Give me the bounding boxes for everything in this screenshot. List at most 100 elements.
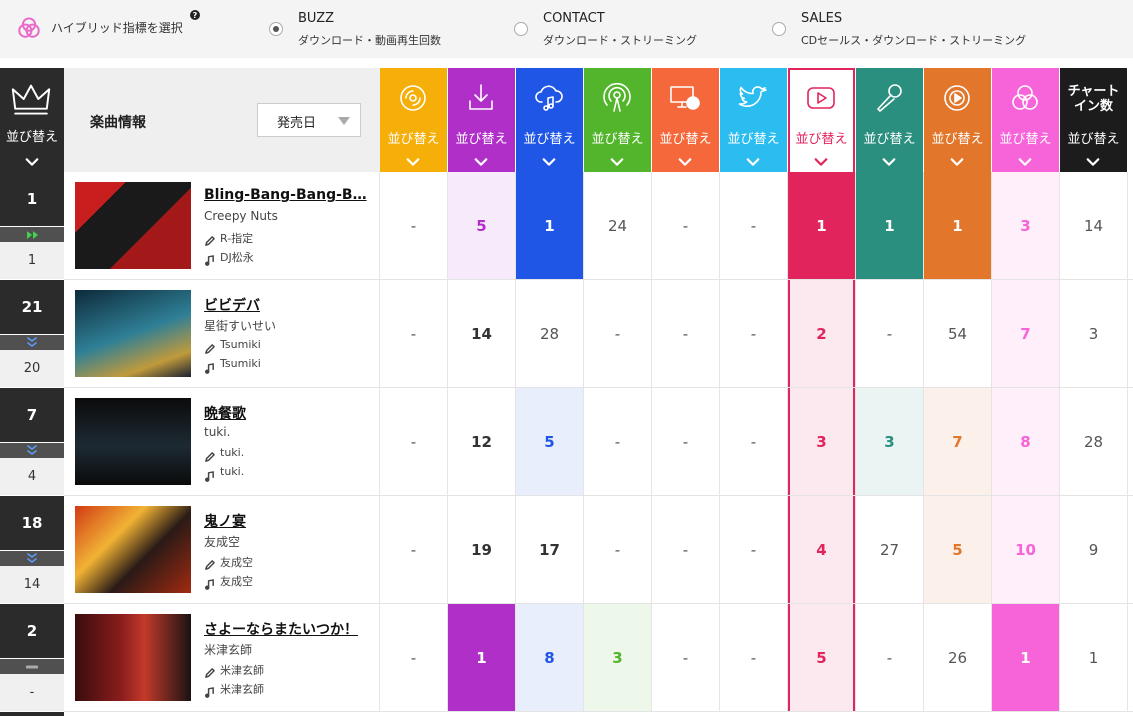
radio[interactable] [514,22,528,36]
song-title[interactable]: 鬼ノ宴 [204,514,246,530]
column-header[interactable]: 並び替え [856,68,923,172]
trend-bar [0,443,64,458]
column-icon [873,82,905,118]
previous-rank: 1 [0,242,64,279]
rank-block: 7 [0,388,64,442]
column-header[interactable]: 並び替え [992,68,1059,172]
note-icon [204,467,215,486]
cell: - [720,388,787,495]
cell: - [380,388,447,495]
cell: 3 [584,604,651,711]
thumbnail[interactable] [75,182,191,269]
chevron [814,152,828,171]
column-header[interactable]: 並び替え [788,68,855,172]
column-header[interactable]: 並び替え [516,68,583,172]
cell: 27 [856,496,923,603]
song-title[interactable]: さよーならまたいつか！ [204,622,358,638]
cell: 17 [516,496,583,603]
thumbnail[interactable] [75,398,191,485]
cell: 3 [856,388,923,495]
cell: 1 [992,604,1059,711]
column-icon [669,82,701,118]
column-icon [465,82,497,118]
column-header[interactable]: 並び替え [720,68,787,172]
column-header[interactable]: 並び替え [652,68,719,172]
lyricist[interactable]: R-指定 [220,232,254,245]
column-icon [805,82,837,118]
note-icon [204,251,215,270]
thumbnail[interactable] [75,290,191,377]
artist[interactable]: Creepy Nuts [204,209,278,223]
select-arrow [338,117,350,125]
cell: 3 [788,388,855,495]
cell: - [380,280,447,387]
sort-label: 並び替え [387,132,440,147]
artist[interactable]: 星街すいせい [204,319,277,333]
cell: - [584,280,651,387]
cell: 1 [924,172,991,279]
note-icon [204,575,215,594]
cell: - [720,604,787,711]
composer[interactable]: 友成空 [220,575,253,588]
previous-rank: - [0,674,64,711]
chevron [678,152,692,171]
rank-header[interactable]: 並び替え [0,68,64,172]
thumbnail[interactable] [75,614,191,701]
option-name[interactable]: CONTACT [543,11,605,26]
lyricist[interactable]: 友成空 [220,556,253,569]
row-line [64,603,1133,604]
radio[interactable] [269,22,283,36]
option-name[interactable]: BUZZ [298,11,335,26]
column-line [855,172,856,712]
sort-select[interactable]: 発売日 [257,103,361,137]
composer[interactable]: Tsumiki [220,357,261,370]
cell: 8 [516,604,583,711]
lyricist[interactable]: 米津玄師 [220,664,264,677]
column-icon [941,82,973,118]
thumbnail[interactable] [75,506,191,593]
song-title[interactable]: Bling-Bang-Bang-B… [204,187,367,203]
composer[interactable]: DJ松永 [220,251,254,264]
lyricist[interactable]: tuki. [220,446,245,459]
artist[interactable]: 米津玄師 [204,643,253,657]
artist[interactable]: tuki. [204,425,231,439]
cell: 1 [448,604,515,711]
lyricist[interactable]: Tsumiki [220,338,261,351]
column-header[interactable]: 並び替え [584,68,651,172]
cell: - [584,496,651,603]
rank-block: 1 [0,172,64,226]
artist[interactable]: 友成空 [204,535,241,549]
cell: 26 [924,604,991,711]
column-name: チャートイン数 [1067,84,1120,114]
cell: 9 [1060,496,1127,603]
column-line [787,172,788,712]
column-icon [737,82,769,118]
column-header[interactable]: チャートイン数並び替え [1060,68,1127,172]
composer[interactable]: tuki. [220,465,245,478]
cell: 1 [856,172,923,279]
cell: - [856,604,923,711]
composer[interactable]: 米津玄師 [220,683,264,696]
trend-bar [0,659,64,674]
radio-dot [273,26,279,32]
note-icon [204,683,215,702]
radio[interactable] [772,22,786,36]
cell: 1 [516,172,583,279]
chevron [746,152,760,171]
sort-label: 並び替え [1067,132,1120,147]
column-icon [397,82,429,118]
column-header[interactable]: 並び替え [448,68,515,172]
help-icon[interactable]: ? [190,10,200,20]
column-header[interactable]: 並び替え [924,68,991,172]
song-title[interactable]: ビビデバ [204,298,260,314]
cell: - [720,280,787,387]
chevron [1086,152,1100,171]
option-name[interactable]: SALES [801,11,843,26]
cell: 12 [448,388,515,495]
cell: 3 [992,172,1059,279]
cell: 19 [448,496,515,603]
column-header[interactable]: 並び替え [380,68,447,172]
song-title[interactable]: 晩餐歌 [204,406,246,422]
option-desc: ダウンロード・動画再生回数 [298,34,441,47]
